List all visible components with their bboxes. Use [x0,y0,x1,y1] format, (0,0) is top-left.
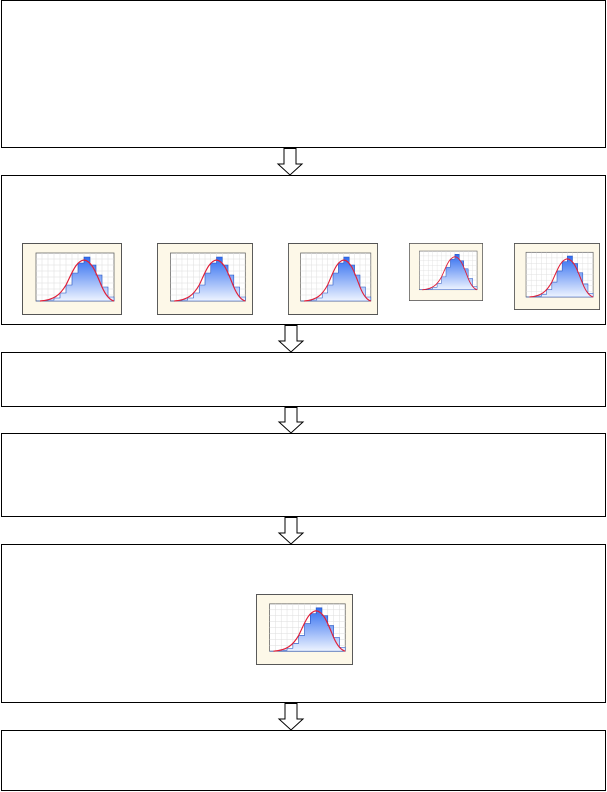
arrow [277,703,305,731]
histogram-thumbnail [409,243,483,301]
step-box [1,0,606,148]
step-box [1,352,606,407]
arrow [277,517,305,545]
histogram-thumbnail [157,243,253,315]
step-box [1,433,606,517]
histogram-thumbnail [256,594,353,665]
histogram-thumbnail [288,243,378,315]
arrow [276,148,304,176]
histogram-thumbnail [22,243,122,315]
step-box [1,730,606,791]
arrow [277,407,305,434]
arrow [277,325,305,353]
histogram-thumbnail [514,243,600,310]
